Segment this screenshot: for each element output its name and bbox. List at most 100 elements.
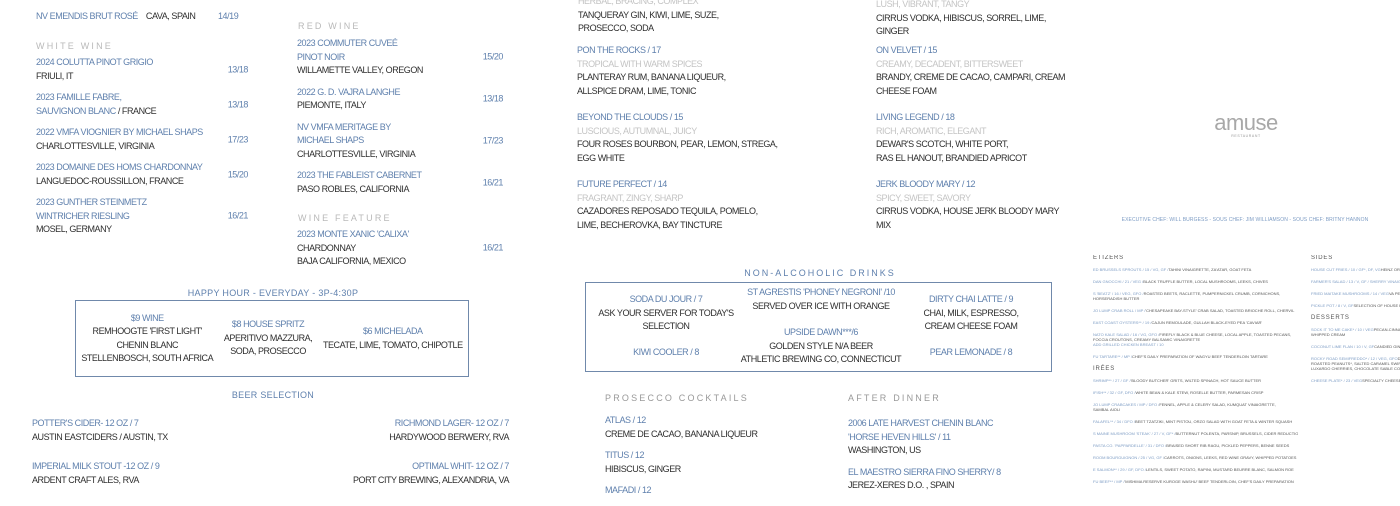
food-item-desc: SELECTION OF HOUSE PICKLES & FERMENTS [1353, 303, 1400, 308]
food-item-line: FU TARTARE** / MP /CHEF'S DAILY PREPARAT… [1093, 354, 1298, 359]
na-pear: PEAR LEMONADE / 8 [929, 347, 1013, 357]
after-dinner-list: 2006 LATE HARVEST CHENIN BLANC 'HORSE HEV… [848, 417, 1001, 501]
after-dinner-heading: AFTER DINNER [848, 393, 941, 403]
wine-item: 2023 DOMAINE DES HOMS CHARDONNAY LANGUEDO… [36, 161, 248, 188]
food-item-name: DAN GNOCCHI / 21 / VEG / [1093, 279, 1144, 284]
food-item-addon: ADD GRILLED CHICKEN BREAST / 10 [1093, 342, 1164, 347]
beer-item: IMPERIAL MILK STOUT -12 OZ / 9 ARDENT CRA… [32, 460, 168, 487]
na-item-name: UPSIDE DAWN***/6 [784, 327, 858, 337]
na-upside-dawn: UPSIDE DAWN***/6 GOLDEN STYLE N/A BEER A… [736, 326, 906, 367]
food-item: SHRIMP** / 27 / GF /'BLOODY BUTCHER' GRI… [1093, 378, 1298, 383]
food-item-name: ROCKY ROAD SEMIFREDDO* / 12 / VEG, GFO [1311, 356, 1398, 361]
food-item-name: ED BRUSSELS SPROUTS / 15 / VG, GF / [1093, 267, 1169, 272]
food-item-name: FRIED MAITAKE MUSHROOMS / 14 / VEG [1311, 291, 1389, 296]
cocktail-item: BEYOND THE CLOUDS / 15 LUSCIOUS, AUTUMNAL… [577, 111, 778, 165]
tasting-notes: LUSH, VIBRANT, TANGY [876, 0, 970, 9]
menu-item: MAFADI / 12 [605, 484, 758, 498]
wine-name: 2024 COLUTTA PINOT GRIGIO [36, 57, 153, 67]
food-item-desc: BUTTERNUT POLENTA, PARSNIP, BRUSSELS, CI… [1175, 431, 1298, 436]
food-item-desc: FIREFLY BLACK & BLUE CHEESE, LOCAL APPLE… [1159, 332, 1292, 337]
beer-brewery: HARDYWOOD BERWERY, RVA [389, 431, 509, 442]
food-item: PASTA CO. 'PAPPARDELLE' / 31 / DFO /BRAI… [1093, 443, 1298, 448]
wine-region: FRIULI, IT [36, 70, 74, 81]
entrees-list: SHRIMP** / 27 / GF /'BLOODY BUTCHER' GRI… [1093, 378, 1298, 484]
ingredients: PLANTERAY RUM, BANANA LIQUEUR, [577, 72, 726, 82]
food-item-line: SOCK IT TO ME CAKE* / 10 / VEGPECAN-CINN… [1311, 327, 1400, 332]
food-item-desc: VA PEANUT SUYA SPICE*, HOT HONEY [1388, 291, 1400, 296]
tasting-notes: CREAMY, DECADENT, BITTERSWEET [876, 58, 1023, 69]
na-kiwi: KIWI COOLER / 8 [633, 347, 699, 357]
food-item-name: NATO KALE SALAD / 16 / VG, GFO / [1093, 332, 1160, 337]
food-item: COCONUT LIME FLAN / 10 / V, GFCANDIED GI… [1311, 344, 1400, 349]
sides-list: HOUSE CUT FRIES / 10 / GF*, DF, VGHEINZ … [1311, 267, 1400, 308]
wine-name: 2023 THE FABLEIST CABERNET [297, 170, 422, 180]
food-item-desc: 'MISHIMA RESERVE KUROGE WASHU' BEEF TEND… [1124, 479, 1294, 484]
cocktail-name: JERK BLOODY MARY / 12 [876, 179, 976, 189]
white-wine-heading: WHITE WINE [36, 41, 113, 51]
na-item-desc: SELECTION [642, 321, 690, 331]
food-item-line: JO LUMP CRABCAKES / MP / DFO /FENNEL, AP… [1093, 402, 1298, 407]
food-item: FALAFEL** / 34 / DFO /BEET TZATZIKI, MIN… [1093, 419, 1298, 424]
menu-item: EL MAESTRO SIERRA FINO SHERRY/ 8 JEREZ-XE… [848, 466, 1001, 493]
cocktail-item: LIVING LEGEND / 18 RICH, AROMATIC, ELEGAN… [876, 111, 1065, 165]
item-name: TITUS / 12 [605, 450, 645, 460]
wine-feature-list: 2023 MONTE XANIC 'CALIXA' CHARDONNAY BAJA … [297, 228, 503, 277]
food-item: PICKLE POT / 8 / V, GFSELECTION OF HOUSE… [1311, 303, 1400, 308]
beer-list-right: RICHMOND LAGER- 12 OZ / 7 HARDYWOOD BERWE… [353, 417, 509, 503]
ingredients: LIME, BECHEROVKA, BAY TINCTURE [577, 219, 723, 230]
food-item-desc: CANDIED GINGER, LIME ZEST [1374, 344, 1400, 349]
food-item-desc: ROASTED BEETS, RACLETTE, PUMPERNICKEL CR… [1143, 291, 1281, 296]
wine-price: 17/23 [482, 135, 504, 145]
wine-price: 13/18 [227, 98, 249, 109]
ingredients: PROSECCO, SODA [578, 23, 654, 33]
item-name: 'HORSE HEVEN HILLS' / 11 [848, 431, 951, 442]
food-item-desc: BLACK TRUFFLE BUTTER, LOCAL MUSHROOMS, L… [1143, 279, 1268, 284]
beer-item: POTTER'S CIDER- 12 OZ / 7 AUSTIN EASTCIDE… [32, 417, 168, 444]
sides-heading: SIDES [1311, 255, 1334, 261]
item-name: MAFADI / 12 [605, 485, 652, 495]
food-item: JO LUMP CRABCAKES / MP / DFO /FENNEL, AP… [1093, 402, 1298, 412]
food-item: S 'BEATZ' / 16 / VEG, GFO /ROASTED BEETS… [1093, 291, 1298, 301]
food-item: ROCKY ROAD SEMIFREDDO* / 12 / VEG, GFODA… [1311, 356, 1400, 371]
cocktail-top-right: LUSH, VIBRANT, TANGY CIRRUS VODKA, HIBIS… [876, 0, 1046, 39]
food-item-name: FARMER'S SALAD / 13 / V, GF / SHERRY VIN… [1311, 279, 1400, 284]
food-item-line: PICKLE POT / 8 / V, GFSELECTION OF HOUSE… [1311, 303, 1400, 308]
amuse-logo: amuse RESTAURANT [1166, 112, 1326, 139]
wine-item: 2023 MONTE XANIC 'CALIXA' CHARDONNAY BAJA … [297, 228, 503, 269]
happy-hour-item: $6 MICHELADA TECATE, LIME, TOMATO, CHIPOT… [323, 325, 463, 352]
tasting-notes: HERBAL, BRACING, COMPLEX [578, 0, 699, 6]
wine-item: 2023 COMMUTER CUVEÉ PINOT NOIR WILLAMETTE … [297, 37, 503, 78]
wine-price: 15/20 [227, 168, 249, 179]
wine-region: LANGUEDOC-ROUSSILLON, FRANCE [36, 175, 184, 186]
food-item-name: COCONUT LIME FLAN / 10 / V, GF [1311, 344, 1375, 349]
beer-brewery: ARDENT CRAFT ALES, RVA [32, 474, 139, 485]
beer-name: POTTER'S CIDER- 12 OZ / 7 [32, 418, 139, 428]
beer-list-left: POTTER'S CIDER- 12 OZ / 7 AUSTIN EASTCIDE… [32, 417, 168, 503]
item-name: ATLAS / 12 [605, 415, 646, 425]
food-item-desc: DARK CHOCOLATE SEMIFREDDO, MARSHMALLOW, [1397, 356, 1400, 361]
food-item-desc: 'CHESAPEAKE BAY-STYLE' CRAB SALAD, TOAST… [1145, 308, 1295, 313]
na-item-name: ST AGRESTIS 'PHONEY NEGRONI' /10 [747, 287, 895, 297]
ingredients: RAS EL HANOUT, BRANDIED APRICOT [876, 152, 1027, 163]
appetizers-heading: ETIZERS [1093, 255, 1124, 261]
wine-name: 2023 GUNTHER STEINMETZ [36, 197, 147, 207]
wine-name: SAUVIGNON BLANC / FRANCE [36, 105, 157, 116]
cocktail-name: LIVING LEGEND / 18 [876, 112, 955, 122]
sides-section: SIDES HOUSE CUT FRIES / 10 / GF*, DF, VG… [1311, 255, 1400, 390]
red-wine-heading: RED WINE [298, 21, 361, 31]
beer-heading: BEER SELECTION [231, 390, 315, 400]
ingredients: BRANDY, CREME DE CACAO, CAMPARI, CREAM [876, 72, 1066, 82]
happy-hour-item-desc: SODA, PROSECCO [230, 346, 306, 357]
food-item-desc: WHITE BEAN & KALE STEW, ROSELLE BUTTER, … [1135, 390, 1264, 395]
prosecco-list: ATLAS / 12 CREME DE CACAO, BANANA LIQUEUR… [605, 414, 758, 506]
na-negroni: ST AGRESTIS 'PHONEY NEGRONI' /10 SERVED … [736, 286, 906, 313]
food-item: FARMER'S SALAD / 13 / V, GF / SHERRY VIN… [1311, 279, 1400, 284]
food-item-name: SHRIMP** / 27 / GF / [1093, 378, 1131, 383]
food-item: HOUSE CUT FRIES / 10 / GF*, DF, VGHEINZ … [1311, 267, 1400, 272]
na-item-name: SODA DU JOUR / 7 [629, 294, 703, 304]
food-item-desc: CHEF'S DAILY PREPARATION OF WAGYU BEEF T… [1131, 354, 1268, 359]
cocktail-item: PON THE ROCKS / 17 TROPICAL WITH WARM SPI… [577, 44, 778, 98]
tasting-notes: RICH, AROMATIC, ELEGANT [876, 125, 986, 136]
food-item-line: JO LUMP CRAB ROLL / MP /'CHESAPEAKE BAY-… [1093, 308, 1298, 313]
food-item-name: E SALMON** / 29 / GF, DFO / [1093, 467, 1146, 472]
